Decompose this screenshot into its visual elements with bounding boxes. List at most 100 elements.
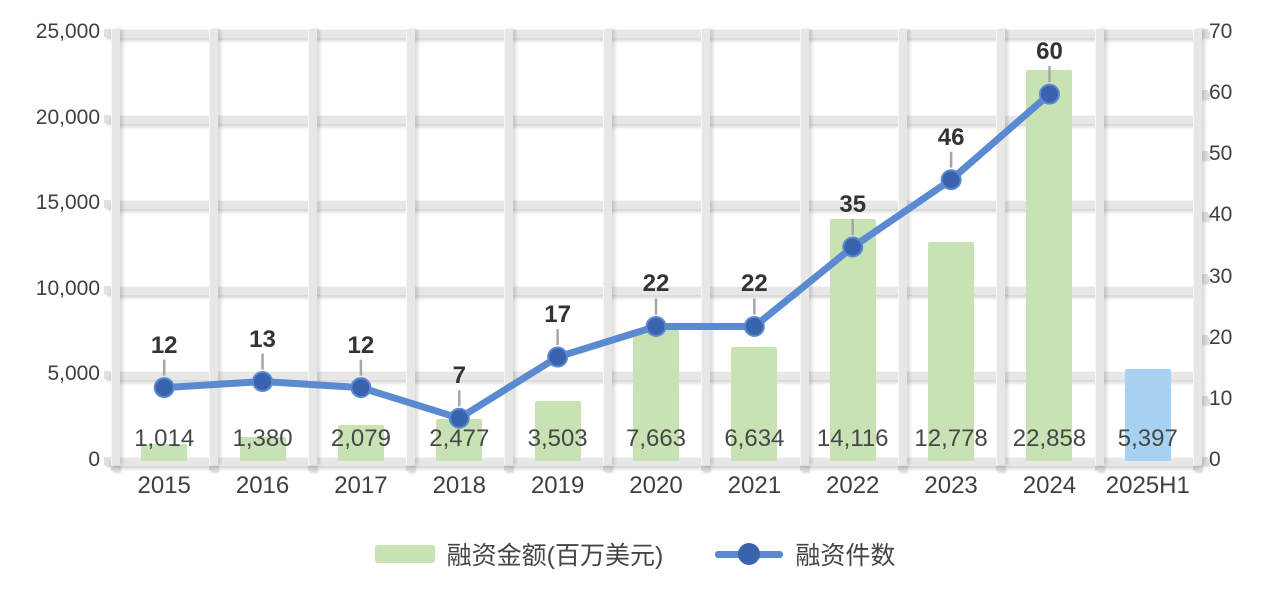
- bottom-axis-tick: [307, 463, 316, 471]
- right-axis-tick: [1199, 90, 1208, 99]
- legend-item-bar: 融资金额(百万美元): [374, 536, 664, 572]
- right-axis-tick: [1199, 395, 1208, 404]
- bar: [534, 401, 581, 461]
- line-series: [153, 66, 1060, 429]
- left-axis-tick: [104, 114, 113, 123]
- gridline-vertical: [1193, 29, 1202, 465]
- left-axis-tick: [104, 457, 113, 465]
- x-axis-label: 2021: [727, 472, 782, 499]
- right-axis-label: 70: [1209, 20, 1233, 43]
- gridline-horizontal: [111, 200, 1201, 210]
- right-axis-tick: [1199, 29, 1208, 37]
- bar-value-label: 2,079: [330, 425, 391, 452]
- bar: [1026, 69, 1073, 461]
- bar-value-label: 22,858: [1012, 425, 1087, 452]
- right-axis-label: 10: [1209, 386, 1233, 410]
- bottom-axis-tick: [996, 463, 1005, 471]
- line-value-label: 35: [839, 191, 867, 218]
- bar-value-label: 7,663: [625, 425, 687, 452]
- gridline-vertical: [209, 29, 219, 465]
- gridline-vertical: [1094, 29, 1104, 465]
- bar: [239, 437, 286, 461]
- x-axis-label: 2017: [334, 472, 388, 499]
- left-axis-label: 20,000: [35, 105, 100, 129]
- right-axis-tick: [1199, 212, 1208, 221]
- bar-value-label: 2,477: [429, 425, 490, 452]
- left-axis-label: 25,000: [35, 20, 100, 43]
- line-value-label: 12: [150, 331, 178, 359]
- right-axis-label: 20: [1209, 325, 1233, 349]
- bar-value-label: 3,503: [527, 425, 588, 452]
- right-axis-label: 50: [1209, 142, 1233, 166]
- gridline-horizontal: [111, 29, 1201, 38]
- bar-value-label: 1,014: [134, 425, 195, 452]
- line-value-label: 22: [741, 270, 768, 298]
- legend: 融资金额(百万美元) 融资件数: [0, 536, 1270, 572]
- plot-area: 1,014 1,380 2,079 2,477 3,503 7,663 6,634 14,11…: [111, 29, 1202, 466]
- right-axis-tick: [1199, 334, 1208, 343]
- left-axis-label: 15,000: [35, 191, 100, 215]
- x-axis-label: 2015: [137, 472, 191, 499]
- left-axis-tick: [104, 285, 113, 294]
- gridline-vertical: [996, 29, 1006, 465]
- bottom-axis-tick: [602, 463, 611, 471]
- x-axis-label: 2023: [924, 472, 978, 499]
- bottom-axis-tick: [111, 463, 119, 471]
- right-axis-label: 0: [1209, 448, 1221, 471]
- gridline-vertical: [406, 29, 416, 465]
- bottom-axis-tick: [504, 463, 513, 471]
- gridline-vertical: [799, 29, 809, 465]
- x-axis-label: 2020: [629, 472, 683, 499]
- bar: [928, 242, 975, 461]
- left-axis-label: 0: [88, 448, 100, 471]
- bar: [1124, 368, 1171, 461]
- line-value-label: 7: [452, 362, 466, 390]
- line-value-label: 13: [249, 325, 276, 353]
- right-axis-label: 60: [1209, 81, 1233, 105]
- bar: [141, 443, 188, 461]
- bottom-axis-tick: [1094, 463, 1103, 471]
- legend-bar-label: 融资金额(百万美元): [446, 542, 664, 570]
- bar-swatch-icon: [374, 545, 435, 563]
- bar: [633, 329, 679, 461]
- gridline-vertical: [307, 29, 317, 465]
- line-value-label: 46: [937, 123, 965, 151]
- line-value-label: 17: [544, 301, 571, 329]
- x-axis-label: 2025H1: [1105, 472, 1190, 499]
- line-value-label: 22: [642, 270, 670, 298]
- right-axis-tick: [1199, 273, 1208, 282]
- bottom-axis-tick: [209, 463, 218, 471]
- x-axis-label: 2019: [530, 472, 585, 499]
- right-axis-label: 30: [1209, 264, 1233, 288]
- line-value-label: 60: [1036, 38, 1063, 66]
- gridline-vertical: [701, 29, 711, 465]
- left-axis-tick: [104, 371, 113, 380]
- gridline-vertical: [111, 29, 120, 465]
- bar-value-label: 1,380: [232, 425, 293, 452]
- gridline-vertical: [504, 29, 514, 465]
- gridline-vertical: [602, 29, 612, 465]
- left-axis-tick: [104, 200, 113, 209]
- bottom-axis-tick: [799, 463, 808, 471]
- line-value-label: 12: [347, 331, 375, 359]
- bar-value-label: 14,116: [816, 425, 889, 452]
- x-axis-label: 2022: [826, 472, 880, 499]
- bottom-axis-tick: [701, 463, 710, 471]
- bottom-axis-tick: [406, 463, 415, 471]
- left-axis-label: 10,000: [35, 276, 100, 300]
- gridline-vertical: [897, 29, 907, 465]
- bottom-axis-tick: [1193, 463, 1201, 471]
- gridline-horizontal: [111, 114, 1201, 124]
- legend-item-line: 融资件数: [715, 536, 895, 572]
- left-axis-tick: [104, 29, 113, 37]
- right-axis-tick: [1199, 457, 1208, 465]
- line-marker-icon: [738, 543, 761, 565]
- right-axis-label: 40: [1209, 203, 1233, 227]
- legend-line-label: 融资件数: [795, 542, 896, 570]
- gridline-horizontal: [111, 285, 1201, 295]
- bar: [731, 347, 778, 461]
- bar: [337, 425, 384, 461]
- left-axis-label: 5,000: [47, 362, 100, 386]
- bar-value-label: 5,397: [1117, 425, 1178, 452]
- x-axis-label: 2018: [432, 472, 486, 499]
